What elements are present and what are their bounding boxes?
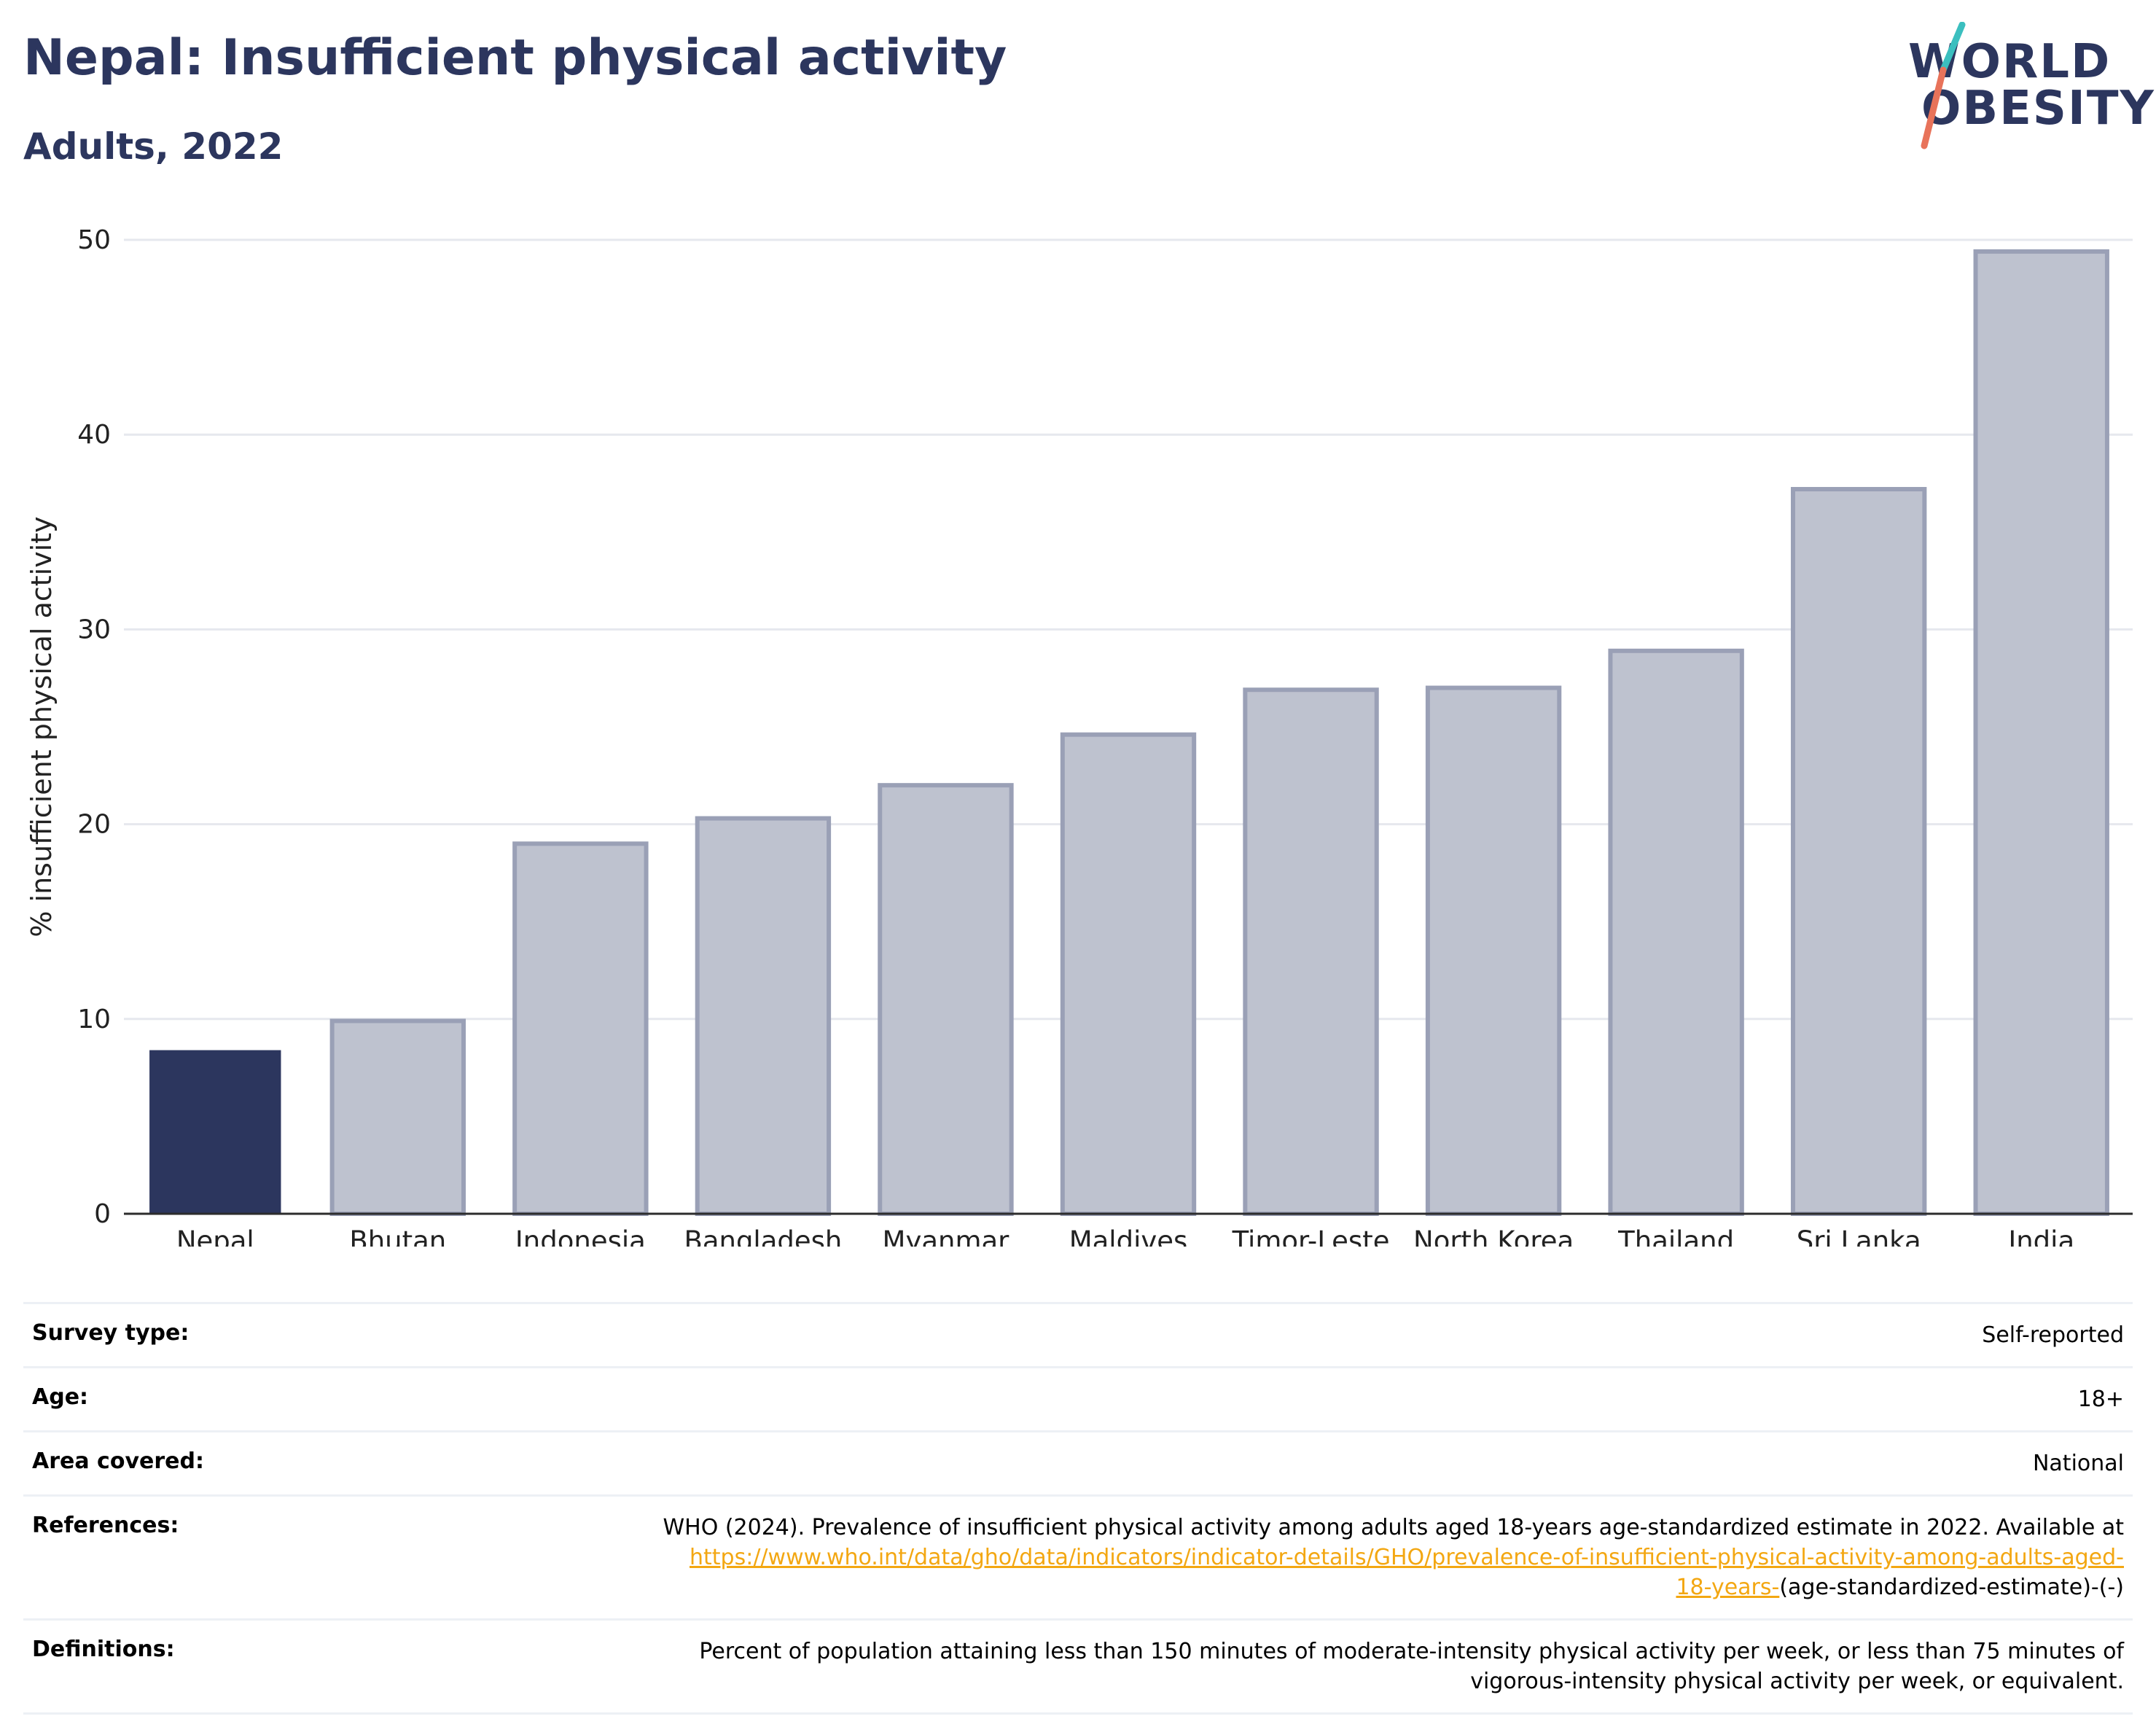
- info-row-age: Age: 18+: [23, 1368, 2133, 1432]
- definitions-value: Percent of population attaining less tha…: [699, 1637, 2124, 1696]
- bar-nepal[interactable]: [149, 1050, 281, 1214]
- area-covered-label: Area covered:: [32, 1449, 204, 1474]
- age-label: Age:: [32, 1384, 89, 1410]
- x-tick-label: North Korea: [1413, 1225, 1574, 1247]
- info-row-survey-type: Survey type: Self-reported: [23, 1302, 2133, 1368]
- y-tick-label: 20: [77, 810, 111, 840]
- bar-bangladesh[interactable]: [695, 816, 832, 1216]
- definitions-label: Definitions:: [32, 1637, 175, 1662]
- y-axis-label: % insufficient physical activity: [26, 516, 58, 937]
- x-tick-label: Maldives: [1069, 1225, 1188, 1247]
- x-tick-label: Sri Lanka: [1797, 1225, 1921, 1247]
- x-tick-label: India: [2008, 1225, 2074, 1247]
- age-value: 18+: [2077, 1387, 2124, 1412]
- bar-myanmar[interactable]: [878, 783, 1014, 1216]
- references-text-suffix: (age-standardized-estimate)-(-): [1779, 1575, 2124, 1600]
- x-tick-label: Indonesia: [515, 1225, 646, 1247]
- bar-thailand[interactable]: [1608, 648, 1744, 1216]
- definitions-line-2: vigorous-intensity physical activity per…: [1470, 1669, 2124, 1694]
- survey-type-value: Self-reported: [1982, 1322, 2124, 1348]
- x-tick-label: Thailand: [1617, 1225, 1734, 1247]
- world-obesity-logo: WORLD OBESITY: [1895, 22, 2154, 153]
- bar-bhutan[interactable]: [329, 1018, 466, 1217]
- x-tick-label: Bangladesh: [684, 1225, 842, 1247]
- bar-maldives[interactable]: [1060, 732, 1197, 1216]
- x-tick-label: Bhutan: [349, 1225, 446, 1247]
- bar-indonesia[interactable]: [512, 841, 649, 1216]
- bar-north-korea[interactable]: [1425, 685, 1562, 1216]
- logo-slash-icon: [1921, 22, 1966, 149]
- y-tick-label: 30: [77, 615, 111, 644]
- references-value: WHO (2024). Prevalence of insufficient p…: [663, 1513, 2124, 1602]
- bars: [149, 249, 2109, 1217]
- survey-type-label: Survey type:: [32, 1320, 190, 1346]
- bar-chart: 0 10 20 30 40 50 Nepal Bhutan Indonesia Banglades…: [26, 225, 2133, 1247]
- references-link[interactable]: https://www.who.int/data/gho/data/indica…: [690, 1545, 2124, 1570]
- bar-timor-leste[interactable]: [1243, 687, 1379, 1216]
- chart-subtitle: Adults, 2022: [23, 125, 284, 168]
- x-tick-label: Nepal: [176, 1225, 254, 1247]
- area-covered-value: National: [2032, 1451, 2124, 1476]
- references-link-continued[interactable]: 18-years-: [1676, 1575, 1780, 1600]
- bar-sri-lanka[interactable]: [1790, 487, 1927, 1216]
- info-row-definitions: Definitions: Percent of population attai…: [23, 1621, 2133, 1715]
- x-tick-label: Myanmar: [883, 1225, 1010, 1247]
- info-row-references: References: WHO (2024). Prevalence of in…: [23, 1497, 2133, 1621]
- info-row-area: Area covered: National: [23, 1432, 2133, 1497]
- definitions-line-1: Percent of population attaining less tha…: [699, 1639, 2124, 1664]
- y-tick-label: 10: [77, 1005, 111, 1034]
- x-tick-label: Timor-Leste: [1232, 1225, 1390, 1247]
- info-table: Survey type: Self-reported Age: 18+ Area…: [23, 1302, 2133, 1715]
- chart-title: Nepal: Insufficient physical activity: [23, 29, 1007, 87]
- references-label: References:: [32, 1513, 179, 1538]
- logo-word-obesity: OBESITY: [1921, 82, 2155, 136]
- y-tick-label: 40: [77, 420, 111, 450]
- bar-india[interactable]: [1973, 249, 2109, 1217]
- y-tick-label: 0: [94, 1199, 111, 1229]
- y-tick-label: 50: [77, 225, 111, 255]
- references-text-intro: WHO (2024). Prevalence of insufficient p…: [663, 1515, 2124, 1540]
- axes: 0 10 20 30 40 50 Nepal Bhutan Indonesia Banglades…: [77, 225, 2133, 1247]
